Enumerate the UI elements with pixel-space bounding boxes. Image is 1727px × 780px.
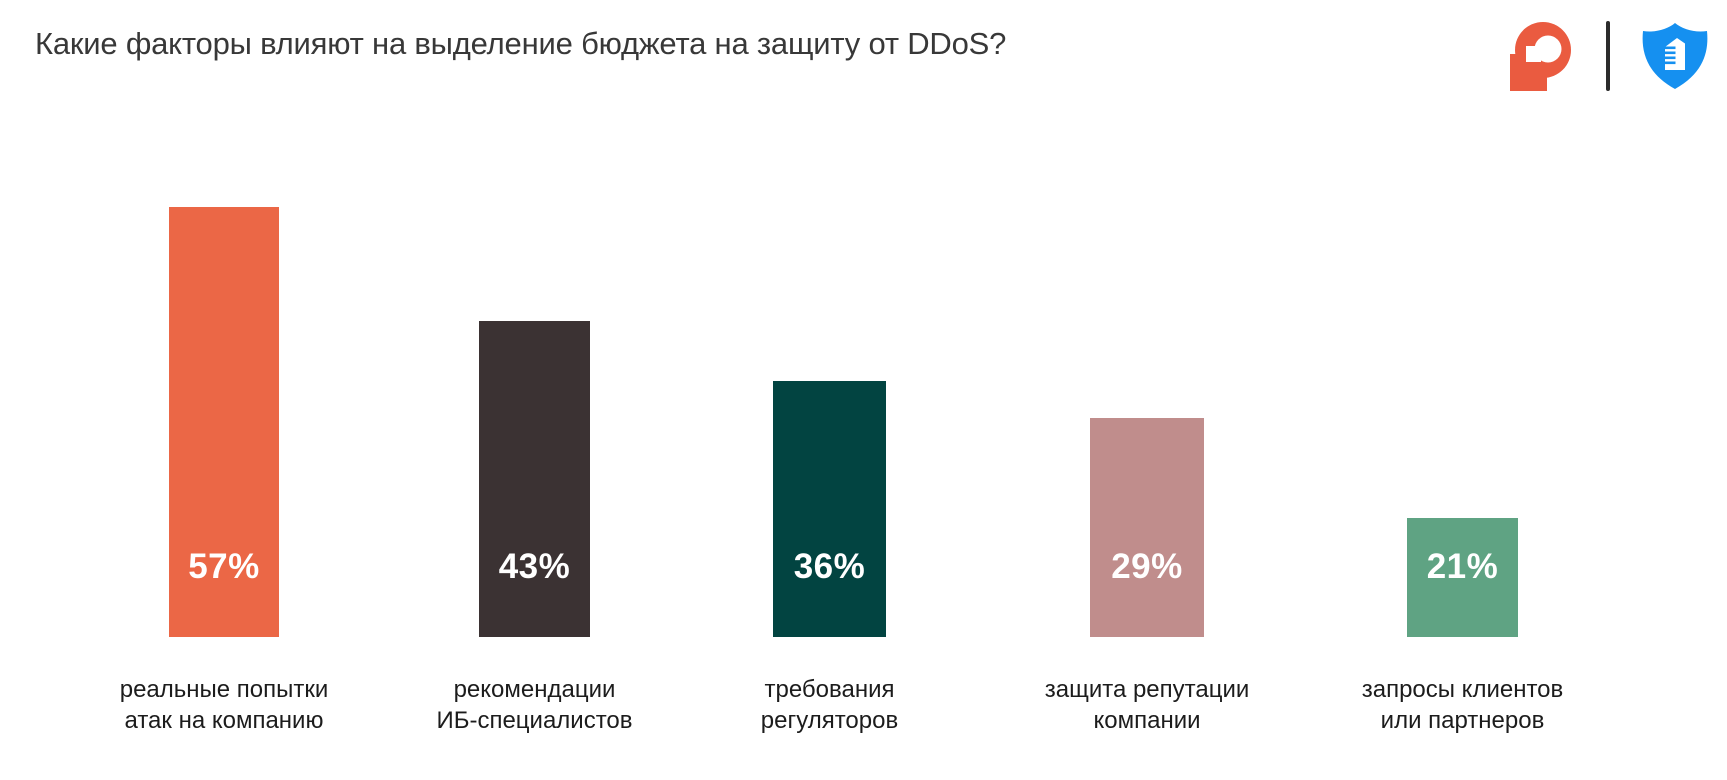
page-title: Какие факторы влияют на выделение бюджет… [35, 26, 1007, 61]
bar-rect [773, 381, 886, 637]
bar-real-attacks: 57% [169, 207, 279, 637]
bar-rect [1407, 518, 1518, 637]
category-label: реальные попытки атак на компанию [84, 674, 364, 736]
category-label: запросы клиентов или партнеров [1323, 674, 1603, 736]
category-line: регуляторов [760, 707, 899, 734]
bar-value-label: 43% [498, 547, 571, 586]
bar-client-requests: 21% [1407, 518, 1518, 637]
bar-value-label: 29% [1111, 547, 1183, 586]
bar-rect [1090, 418, 1204, 637]
padlock-logo-icon [1504, 21, 1578, 91]
bar-regulator-requirements: 36% [773, 381, 886, 637]
category-line: или партнеров [1380, 707, 1545, 734]
category-label: требования регуляторов [690, 674, 970, 736]
category-label: защита репутации компании [1007, 674, 1287, 736]
bar-rect [479, 321, 590, 637]
bar-value-label: 57% [188, 547, 260, 586]
category-line: рекомендации [453, 676, 616, 703]
logo-group [1504, 20, 1712, 92]
category-line: атак на компанию [124, 707, 324, 734]
bar-rect [169, 207, 279, 637]
category-line: реальные попытки [119, 676, 329, 703]
category-line: запросы клиентов [1361, 676, 1564, 703]
category-line: требования [764, 676, 895, 703]
bar-value-label: 21% [1426, 547, 1499, 586]
category-line: компании [1093, 707, 1201, 734]
category-label: рекомендации ИБ-специалистов [395, 674, 675, 736]
bar-value-label: 36% [793, 547, 866, 586]
bar-reputation-protection: 29% [1090, 418, 1204, 637]
category-line: ИБ-специалистов [436, 707, 633, 734]
bar-infosec-recommendations: 43% [479, 321, 590, 637]
logo-divider [1606, 21, 1610, 91]
shield-building-logo-icon [1638, 21, 1712, 91]
category-line: защита репутации [1044, 676, 1250, 703]
